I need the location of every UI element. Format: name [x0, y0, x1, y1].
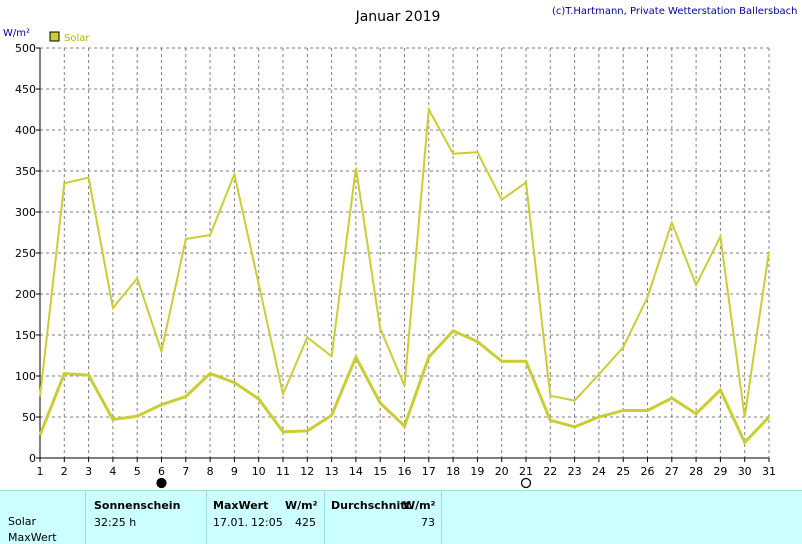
tick-label-x: 31	[762, 465, 776, 478]
row-label-solar: Solar	[8, 515, 37, 528]
tick-label-x: 10	[252, 465, 266, 478]
tick-label-x: 28	[689, 465, 703, 478]
tick-label-x: 3	[85, 465, 92, 478]
tick-label-x: 22	[543, 465, 557, 478]
tick-label-x: 13	[325, 465, 339, 478]
chart-title: Januar 2019	[355, 9, 441, 25]
tick-label-x: 5	[134, 465, 141, 478]
tick-label-x: 8	[207, 465, 214, 478]
header-sonnenschein: Sonnenschein	[94, 499, 181, 512]
tick-label-y: 450	[15, 83, 36, 96]
tick-label-y: 100	[15, 370, 36, 383]
tick-label-y: 200	[15, 288, 36, 301]
new-moon-icon	[156, 477, 167, 489]
tick-label-x: 17	[422, 465, 436, 478]
tick-label-x: 4	[109, 465, 116, 478]
header-maxwert: MaxWert	[213, 499, 269, 512]
divider	[324, 491, 325, 544]
tick-label-x: 2	[61, 465, 68, 478]
max-value: 425	[295, 516, 316, 529]
max-date: 17.01.	[213, 516, 248, 529]
divider	[441, 491, 442, 544]
tick-label-x: 7	[182, 465, 189, 478]
row-label-maxwert: MaxWert	[8, 531, 57, 544]
tick-label-y: 400	[15, 124, 36, 137]
tick-label-y: 350	[15, 165, 36, 178]
legend-swatch-solar	[49, 31, 60, 42]
tick-label-x: 11	[276, 465, 290, 478]
tick-label-x: 14	[349, 465, 363, 478]
tick-label-x: 18	[446, 465, 460, 478]
tick-label-x: 29	[713, 465, 727, 478]
tick-label-x: 1	[37, 465, 44, 478]
tick-label-x: 6	[158, 465, 165, 478]
series-line-mean	[38, 329, 771, 446]
summary-table: Solar MaxWert Sonnenschein 32:25 h MaxWe…	[0, 490, 802, 544]
header-durchschnitt: Durchschnitt	[331, 499, 411, 512]
tick-label-y: 50	[22, 411, 36, 424]
tick-label-x: 27	[665, 465, 679, 478]
tick-label-x: 21	[519, 465, 533, 478]
sunshine-value: 32:25 h	[94, 516, 137, 529]
chart-series	[38, 106, 771, 446]
moon-phase-markers	[156, 477, 532, 489]
tick-label-x: 16	[398, 465, 412, 478]
header-durchschnitt-unit: W/m²	[403, 499, 436, 512]
tick-label-x: 12	[300, 465, 314, 478]
chart-grid	[36, 47, 770, 462]
copyright-text: (c)T.Hartmann, Private Wetterstation Bal…	[552, 6, 798, 17]
max-time: 12:05	[251, 516, 283, 529]
tick-label-y: 500	[15, 42, 36, 55]
series-line-max	[39, 106, 770, 418]
tick-label-y: 0	[29, 452, 36, 465]
tick-label-x: 15	[373, 465, 387, 478]
y-axis-unit: W/m²	[3, 28, 30, 39]
divider	[85, 491, 86, 544]
tick-label-x: 20	[495, 465, 509, 478]
tick-label-x: 25	[616, 465, 630, 478]
tick-label-x: 23	[568, 465, 582, 478]
divider	[206, 491, 207, 544]
full-moon-icon	[520, 477, 532, 489]
tick-label-y: 250	[15, 247, 36, 260]
header-maxwert-unit: W/m²	[285, 499, 318, 512]
tick-label-y: 150	[15, 329, 36, 342]
tick-label-x: 30	[738, 465, 752, 478]
tick-label-x: 19	[470, 465, 484, 478]
average-value: 73	[421, 516, 435, 529]
tick-label-y: 300	[15, 206, 36, 219]
legend-label-solar: Solar	[64, 33, 90, 44]
tick-label-x: 24	[592, 465, 606, 478]
tick-label-x: 26	[641, 465, 655, 478]
tick-label-x: 9	[231, 465, 238, 478]
